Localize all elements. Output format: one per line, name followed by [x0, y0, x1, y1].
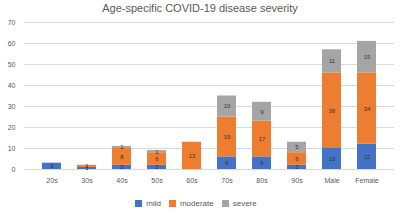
svg-text:2: 2	[295, 164, 299, 170]
svg-text:12: 12	[364, 154, 371, 160]
svg-text:70s: 70s	[221, 177, 233, 184]
svg-text:11: 11	[329, 58, 336, 64]
svg-text:70: 70	[8, 19, 16, 26]
svg-text:6: 6	[155, 156, 159, 162]
svg-text:1: 1	[155, 149, 159, 155]
svg-text:17: 17	[259, 136, 266, 142]
svg-text:10: 10	[329, 156, 336, 162]
svg-text:60: 60	[8, 40, 16, 47]
svg-text:10: 10	[8, 145, 16, 152]
svg-text:6: 6	[260, 160, 264, 166]
svg-text:1: 1	[85, 163, 89, 169]
svg-text:8: 8	[120, 154, 124, 160]
svg-text:2: 2	[155, 164, 159, 170]
svg-text:9: 9	[260, 109, 264, 115]
svg-text:Male: Male	[324, 177, 339, 184]
svg-text:15: 15	[364, 54, 371, 60]
svg-text:20s: 20s	[46, 177, 58, 184]
svg-text:6: 6	[295, 156, 299, 162]
svg-text:13: 13	[189, 153, 196, 159]
svg-text:19: 19	[224, 134, 231, 140]
svg-text:10: 10	[224, 103, 231, 109]
svg-text:30: 30	[8, 103, 16, 110]
html-text:Age-specific COVID-19 disease: Age-specific COVID-19 disease severity	[102, 2, 298, 14]
svg-text:50: 50	[8, 61, 16, 68]
svg-text:40: 40	[8, 82, 16, 89]
svg-text:0: 0	[12, 166, 16, 173]
svg-text:3: 3	[50, 163, 54, 169]
svg-text:6: 6	[225, 160, 229, 166]
svg-text:5: 5	[295, 144, 299, 150]
svg-text:2: 2	[120, 164, 124, 170]
svg-text:50s: 50s	[151, 177, 163, 184]
html-text:mild: mild	[146, 199, 161, 208]
svg-text:1: 1	[120, 144, 124, 150]
html-text:moderate: moderate	[179, 199, 214, 208]
svg-text:34: 34	[364, 106, 371, 112]
svg-text:90s: 90s	[291, 177, 303, 184]
svg-text:30s: 30s	[81, 177, 93, 184]
svg-text:40s: 40s	[116, 177, 128, 184]
html-text:severe: severe	[232, 199, 257, 208]
svg-text:80s: 80s	[256, 177, 268, 184]
svg-text:Female: Female	[355, 177, 378, 184]
svg-text:20: 20	[8, 124, 16, 131]
svg-text:60s: 60s	[186, 177, 198, 184]
svg-text:36: 36	[329, 108, 336, 114]
